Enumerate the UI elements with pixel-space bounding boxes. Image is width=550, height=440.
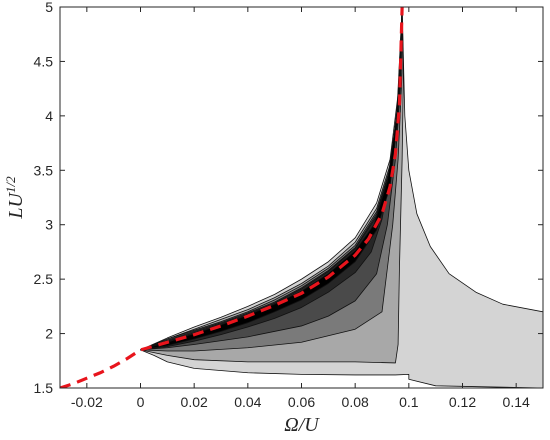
x-tick-label: 0.04 bbox=[234, 394, 261, 410]
y-tick-label: 4 bbox=[45, 108, 53, 124]
dashed-series-line-1 bbox=[60, 7, 404, 388]
contour-region-1 bbox=[140, 7, 543, 388]
y-tick-label: 1.5 bbox=[34, 380, 54, 396]
y-tick-label: 4.5 bbox=[34, 53, 54, 69]
y-tick-label: 3 bbox=[45, 217, 53, 233]
x-axis-label: Ω/U bbox=[284, 414, 320, 436]
y-tick-label: 5 bbox=[45, 0, 53, 15]
y-tick-label: 3.5 bbox=[34, 162, 54, 178]
x-tick-label: 0 bbox=[137, 394, 145, 410]
x-tick-label: 0.12 bbox=[449, 394, 476, 410]
y-axis-label-base: LU bbox=[5, 191, 27, 219]
x-tick-label: 0.02 bbox=[181, 394, 208, 410]
x-tick-label: 0.1 bbox=[399, 394, 419, 410]
axes bbox=[59, 6, 544, 389]
x-tick-label: 0.08 bbox=[342, 394, 369, 410]
axis-titles: Ω/U LU1/2 bbox=[3, 176, 321, 436]
x-tick-label: -0.02 bbox=[71, 394, 103, 410]
y-tick-label: 2 bbox=[45, 326, 53, 342]
x-tick-label: 0.06 bbox=[288, 394, 315, 410]
series-layer bbox=[60, 7, 404, 388]
y-tick-label: 2.5 bbox=[34, 271, 54, 287]
x-tick-label: 0.14 bbox=[503, 394, 530, 410]
tick-labels: -0.02 0 0.02 0.04 0.06 0.08 0.1 0.12 0.14 1.5 2 2.5… bbox=[34, 0, 530, 410]
y-axis-label-exponent: 1/2 bbox=[3, 176, 18, 193]
y-axis-label: LU1/2 bbox=[3, 176, 28, 220]
contour-fills bbox=[60, 7, 543, 388]
